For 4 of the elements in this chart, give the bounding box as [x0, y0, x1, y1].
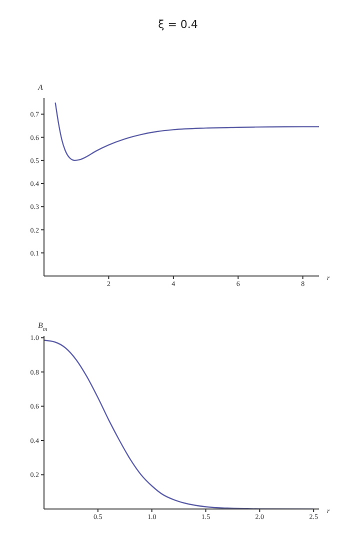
y-axis-title: B$_{m}$: [38, 321, 48, 333]
chart-title: ξ = 0.4: [158, 18, 198, 31]
y-axis-title: A: [37, 83, 43, 92]
line-series: [54, 102, 319, 162]
